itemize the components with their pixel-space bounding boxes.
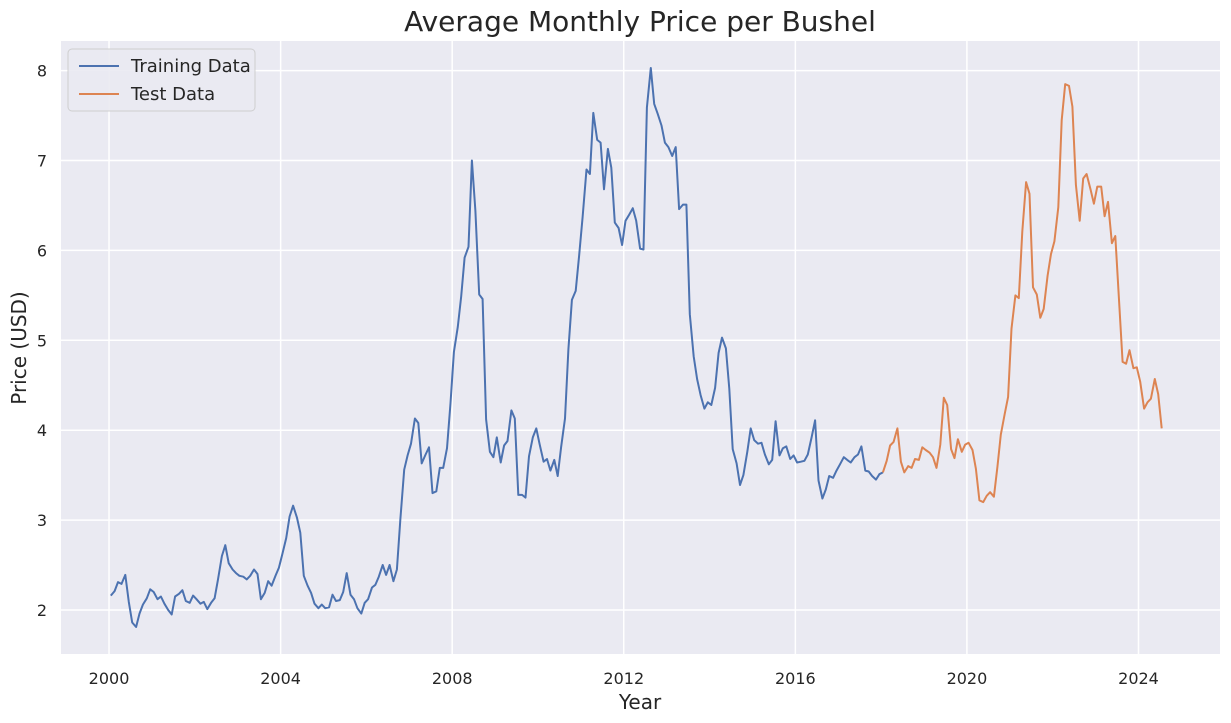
x-tick-label: 2008 xyxy=(432,669,473,688)
x-tick-label: 2024 xyxy=(1118,669,1159,688)
legend-box xyxy=(67,48,256,112)
series-line-test xyxy=(881,83,1163,504)
x-tick-label: 2012 xyxy=(603,669,644,688)
series-layer xyxy=(110,67,1163,628)
y-tick-label: 6 xyxy=(37,241,47,260)
x-tick-label: 2000 xyxy=(89,669,130,688)
x-tick-label: 2020 xyxy=(947,669,988,688)
grid-lines xyxy=(61,41,1220,654)
y-tick-label: 3 xyxy=(37,511,47,530)
chart-title: Average Monthly Price per Bushel xyxy=(404,5,876,38)
series-line-training xyxy=(110,67,884,628)
y-axis-ticks: 2 3 4 5 6 7 8 xyxy=(37,62,47,620)
plot-background xyxy=(61,41,1220,654)
y-tick-label: 4 xyxy=(37,421,47,440)
x-axis-ticks: 2000 2004 2008 2012 2016 2020 2024 xyxy=(89,669,1159,688)
y-tick-label: 2 xyxy=(37,601,47,620)
x-tick-label: 2016 xyxy=(775,669,816,688)
y-axis-label: Price (USD) xyxy=(7,291,31,405)
legend-label-training: Training Data xyxy=(130,56,251,77)
y-tick-label: 7 xyxy=(37,152,47,171)
legend: Training Data Test Data xyxy=(67,48,256,112)
y-tick-label: 8 xyxy=(37,62,47,81)
x-tick-label: 2004 xyxy=(260,669,301,688)
y-tick-label: 5 xyxy=(37,331,47,350)
x-axis-label: Year xyxy=(618,690,662,714)
legend-label-test: Test Data xyxy=(130,84,215,105)
